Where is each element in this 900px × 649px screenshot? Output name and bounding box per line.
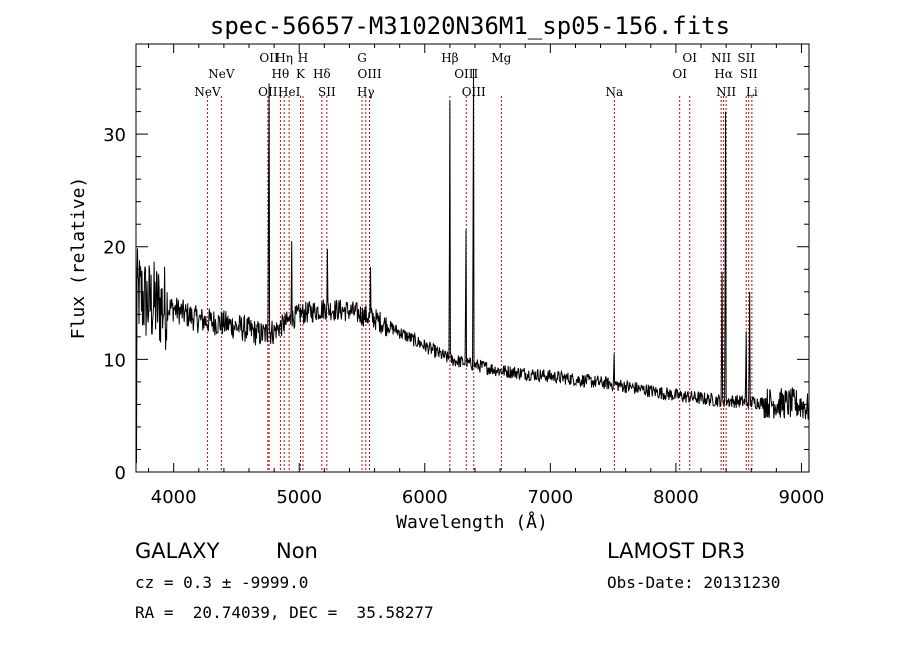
marker-label: NII — [716, 85, 736, 99]
y-tick-label: 0 — [115, 463, 126, 484]
x-axis: 4000 5000 6000 7000 8000 9000 — [148, 44, 825, 508]
x-tick-label: 5000 — [276, 487, 322, 508]
marker-label: Hθ — [272, 67, 290, 81]
x-tick-label: 4000 — [151, 487, 197, 508]
line-markers — [207, 96, 753, 472]
marker-label: NeV — [194, 85, 221, 99]
object-subclass: Non — [276, 539, 318, 563]
marker-label: OIII — [358, 67, 382, 81]
marker-label: Na — [606, 85, 624, 99]
y-tick-label: 20 — [103, 238, 126, 259]
plot-frame — [135, 43, 810, 473]
marker-label: OII — [259, 51, 279, 65]
y-tick-label: 10 — [103, 350, 126, 371]
marker-label: Hη — [275, 51, 293, 65]
marker-label: Hγ — [357, 85, 375, 99]
chart-title: spec-56657-M31020N36M1_sp05-156.fits — [210, 12, 730, 40]
marker-label: Hβ — [441, 51, 458, 65]
marker-label: OI — [682, 51, 697, 65]
coordinates: RA = 20.74039, DEC = 35.58277 — [135, 603, 434, 622]
redshift-cz: cz = 0.3 ± -9999.0 — [135, 573, 309, 592]
marker-label: Mg — [491, 51, 511, 65]
spectrum-line — [135, 68, 810, 464]
obs-date: Obs-Date: 20131230 — [607, 573, 781, 592]
marker-label: OIII — [454, 67, 478, 81]
x-tick-label: 6000 — [402, 487, 448, 508]
marker-label: SII — [740, 67, 758, 81]
marker-label: HeI — [278, 85, 301, 99]
marker-label: SII — [318, 85, 336, 99]
marker-label: NII — [711, 51, 731, 65]
x-tick-label: 8000 — [653, 487, 699, 508]
object-type: GALAXY — [135, 539, 220, 563]
y-axis-label: Flux (relative) — [68, 177, 89, 340]
marker-label: H — [298, 51, 308, 65]
x-axis-label: Wavelength (Å) — [396, 511, 548, 533]
x-tick-label: 7000 — [527, 487, 573, 508]
marker-label: OI — [672, 67, 687, 81]
marker-label: Hα — [714, 67, 733, 81]
marker-label: Hδ — [313, 67, 331, 81]
y-axis: 0 10 20 30 — [103, 66, 809, 484]
marker-label: SII — [737, 51, 755, 65]
x-tick-label: 9000 — [779, 487, 825, 508]
marker-label: OII — [258, 85, 278, 99]
survey-name: LAMOST DR3 — [607, 539, 746, 563]
marker-label: Li — [746, 85, 758, 99]
marker-label: G — [357, 51, 367, 65]
y-tick-label: 30 — [103, 125, 126, 146]
marker-label: K — [296, 67, 306, 81]
marker-label: NeV — [208, 67, 235, 81]
